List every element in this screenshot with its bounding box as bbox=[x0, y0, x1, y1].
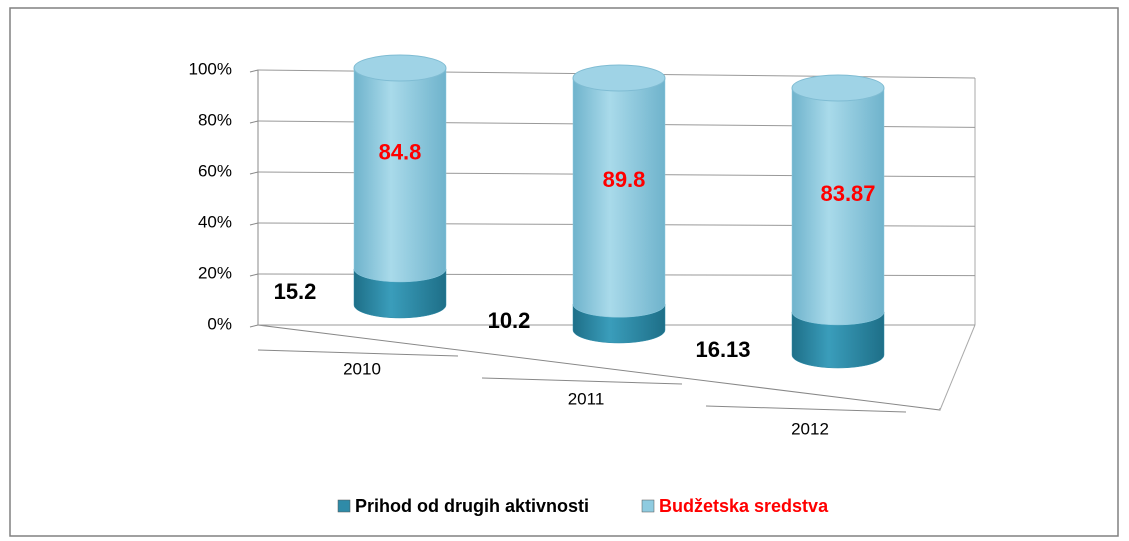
legend-swatch bbox=[337, 499, 351, 513]
y-tick bbox=[249, 222, 259, 226]
cylinder-segment bbox=[572, 77, 666, 318]
legend-swatch bbox=[641, 499, 655, 513]
y-tick bbox=[249, 324, 259, 328]
x-tick bbox=[705, 405, 907, 413]
x-tick-label: 2011 bbox=[568, 389, 605, 408]
data-label: 10.2 bbox=[488, 308, 531, 333]
y-tick-label: 20% bbox=[198, 263, 232, 282]
cylinder-top bbox=[791, 74, 885, 102]
floor-edge bbox=[939, 324, 976, 411]
y-tick-label: 40% bbox=[198, 212, 232, 231]
y-tick-label: 60% bbox=[198, 161, 232, 180]
x-tick bbox=[481, 377, 683, 385]
y-tick-label: 80% bbox=[198, 110, 232, 129]
cylinder-top bbox=[353, 54, 447, 82]
cylinder-top bbox=[572, 64, 666, 92]
y-tick bbox=[249, 273, 259, 277]
data-label: 89.8 bbox=[603, 167, 646, 192]
y-tick bbox=[249, 69, 259, 73]
data-label: 84.8 bbox=[379, 139, 422, 164]
x-tick-label: 2012 bbox=[791, 419, 829, 438]
y-tick bbox=[249, 120, 259, 124]
cylinder-segment bbox=[791, 87, 885, 326]
chart-frame bbox=[9, 7, 1119, 537]
data-label: 15.2 bbox=[274, 279, 317, 304]
y-tick-label: 0% bbox=[207, 314, 232, 333]
y-tick-label: 100% bbox=[189, 59, 232, 78]
data-label: 16.13 bbox=[695, 337, 750, 362]
legend-label: Prihod od drugih aktivnosti bbox=[355, 496, 589, 516]
cylinder-segment bbox=[353, 67, 447, 283]
x-tick-label: 2010 bbox=[343, 359, 381, 378]
x-tick bbox=[257, 349, 459, 357]
y-tick bbox=[249, 171, 259, 175]
data-label: 83.87 bbox=[820, 181, 875, 206]
legend-label: Budžetska sredstva bbox=[659, 496, 829, 516]
